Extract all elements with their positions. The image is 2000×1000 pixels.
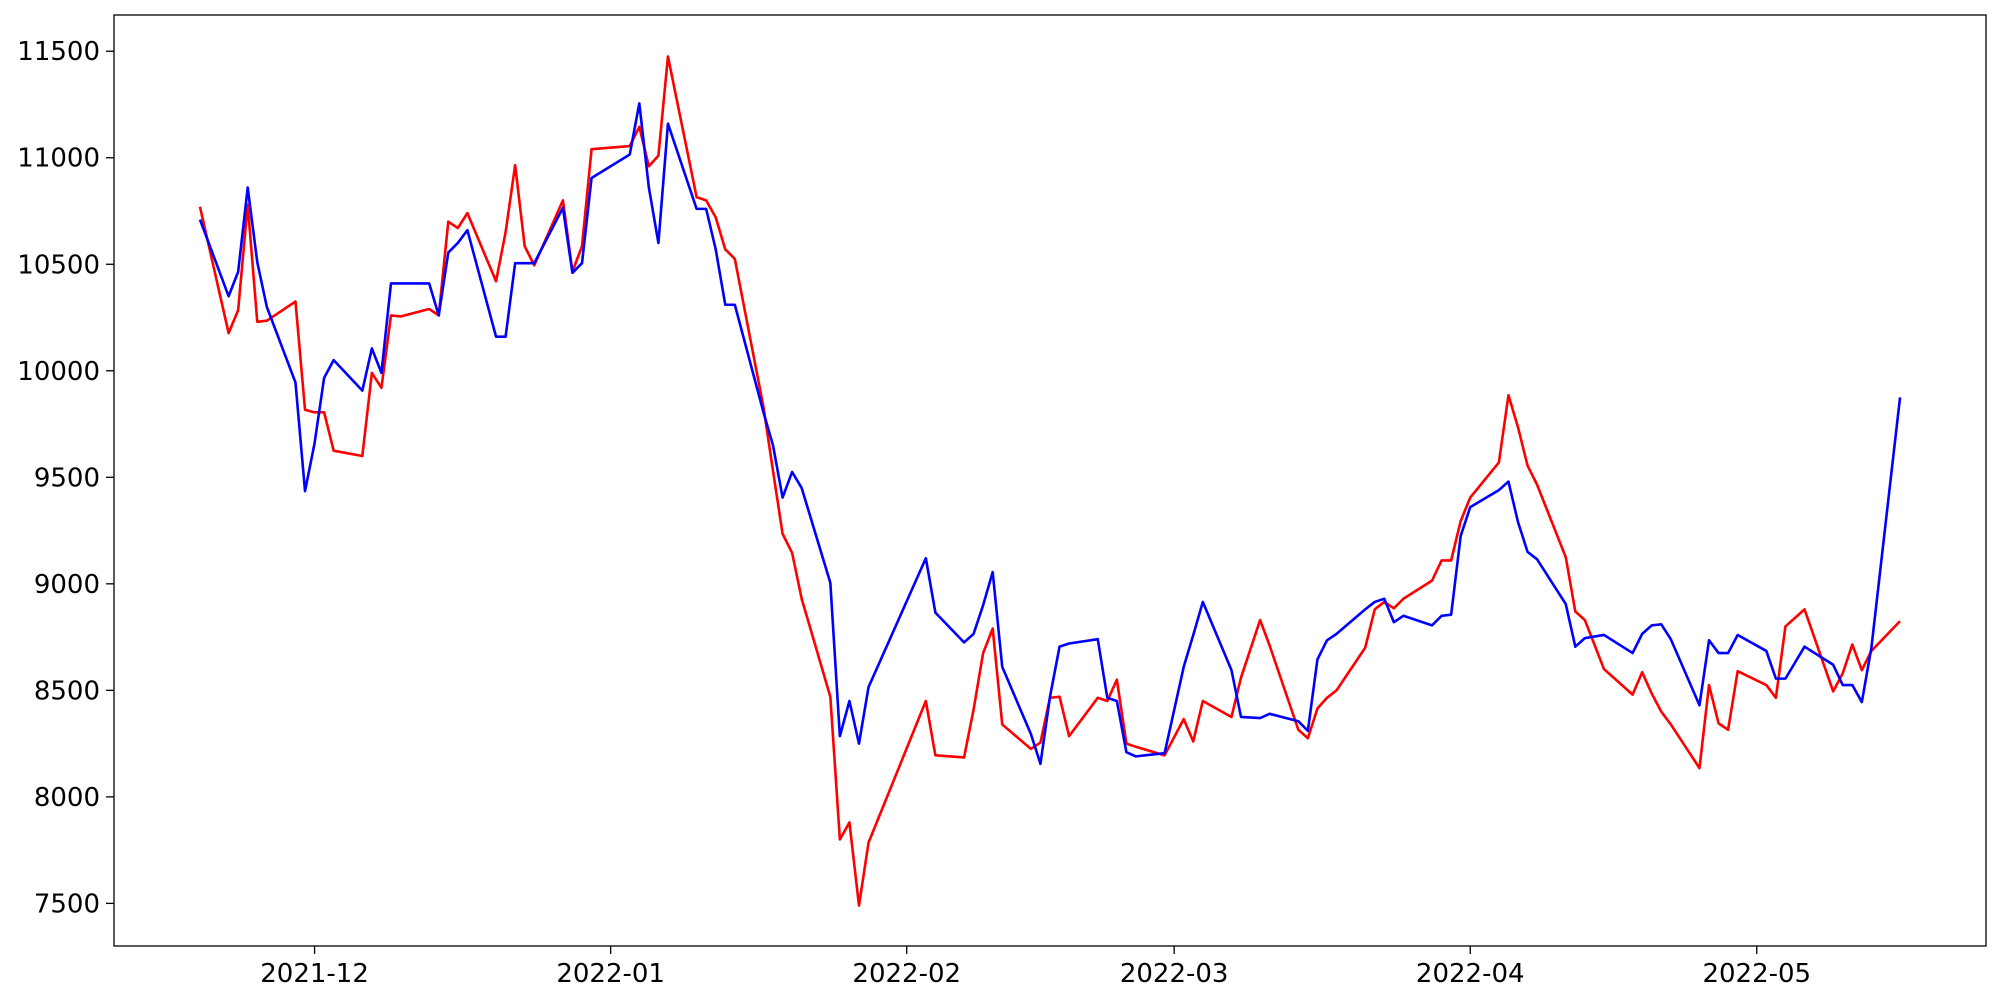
y-tick-label: 8000 [34,783,100,813]
x-tick-label: 2021-12 [260,959,369,989]
y-tick-label: 7500 [34,889,100,919]
data-line [198,102,1902,766]
x-tick-label: 2022-03 [1120,959,1229,989]
plot-frame [113,14,1987,947]
y-tick-label: 10500 [17,250,100,280]
y-tick-label: 9500 [34,463,100,493]
x-tick-label: 2022-02 [852,959,961,989]
x-tick-label: 2022-01 [556,959,665,989]
y-tick-label: 11500 [17,37,100,67]
x-tick-label: 2022-04 [1416,959,1525,989]
y-tick-label: 10000 [17,357,100,387]
y-tick-label: 11000 [17,144,100,174]
y-tick-label: 9000 [34,570,100,600]
y-tick-label: 8500 [34,676,100,706]
data-line [198,55,1901,907]
x-tick-label: 2022-05 [1702,959,1811,989]
